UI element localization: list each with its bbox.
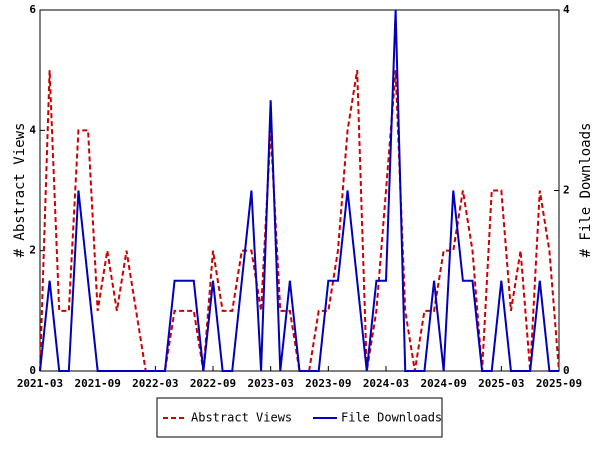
y2-axis-label: # File Downloads [578,123,594,258]
plot-frame [39,9,560,372]
legend-label: File Downloads [341,411,442,425]
series-line [39,9,559,372]
y-axis-label: # Abstract Views [12,123,28,258]
y2-tick-label: 0 [563,364,570,377]
y-tick-label: 2 [29,244,36,257]
y2-tick-label: 4 [563,3,570,16]
y-tick-label: 0 [29,364,36,377]
y2-tick-label: 2 [563,184,570,197]
legend-label: Abstract Views [191,411,292,425]
x-tick-label: 2025-09 [536,377,582,390]
x-tick-label: 2022-09 [190,377,236,390]
x-tick-label: 2024-03 [363,377,409,390]
x-tick-label: 2022-03 [132,377,178,390]
legend-box [156,397,443,438]
series-line [39,70,560,372]
x-tick-label: 2021-03 [17,377,63,390]
x-tick-label: 2021-09 [74,377,120,390]
x-tick-label: 2023-09 [305,377,351,390]
y-tick-label: 4 [29,123,36,136]
x-tick-label: 2025-03 [478,377,524,390]
y-tick-label: 6 [29,3,36,16]
x-tick-label: 2024-09 [420,377,466,390]
x-tick-label: 2023-03 [247,377,293,390]
